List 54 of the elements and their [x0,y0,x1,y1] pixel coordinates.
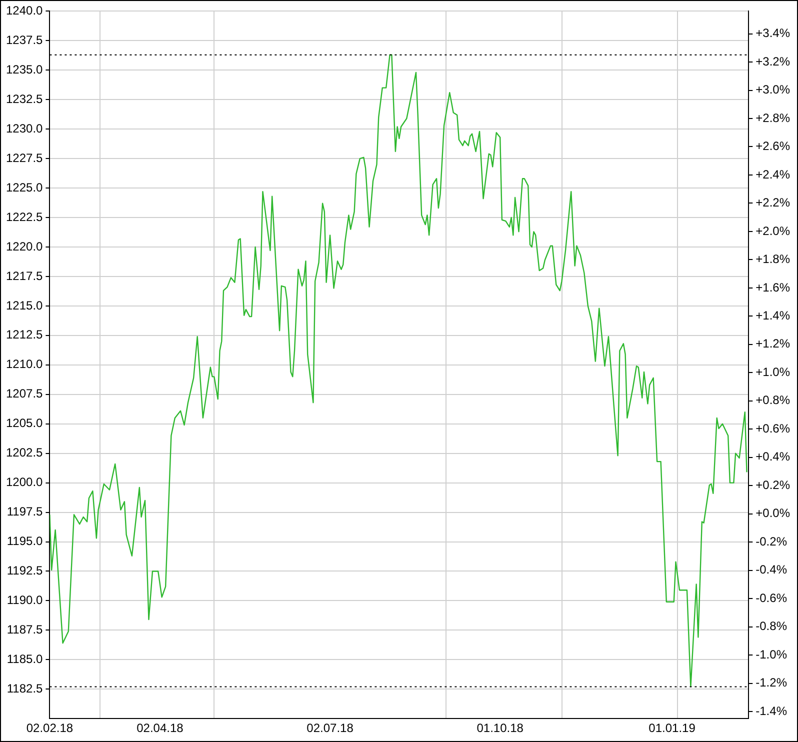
y-tick-label: 1200.0 [6,475,44,490]
y2-tick-label: +1.6% [756,280,790,294]
y-tick-label: 1182.5 [6,681,44,696]
x-tick-label: 02.04.18 [136,721,184,736]
y2-tick-label: +2.8% [756,110,790,125]
y-tick-label: 1220.0 [6,239,44,254]
y2-tick-label: +2.4% [756,167,790,182]
y2-tick-label: +3.2% [756,54,790,68]
y2-tick-label: -0.2% [756,534,788,548]
y2-tick-label: +2.0% [756,224,790,238]
y-tick-label: 1192.5 [6,564,44,578]
y-tick-label: 1212.5 [6,328,44,342]
y2-tick-label: -1.4% [756,704,788,718]
y-tick-label: 1217.5 [6,268,44,283]
y-tick-label: 1232.5 [6,92,44,106]
y2-tick-label: +2.6% [756,139,790,154]
y2-tick-label: +1.4% [756,308,790,322]
y2-tick-label: +1.0% [756,364,790,379]
y-tick-label: 1230.0 [6,121,44,136]
y-tick-label: 1235.0 [6,62,44,76]
y2-tick-label: +0.8% [756,393,790,408]
y2-tick-label: +0.6% [756,421,790,436]
x-tick-label: 01.01.19 [648,721,696,736]
y2-tick-label: +3.4% [756,26,790,40]
x-tick-label: 02.02.18 [26,721,74,736]
y-tick-label: 1205.0 [6,416,44,430]
y2-tick-label: +0.0% [756,506,790,520]
y2-tick-label: +1.2% [756,336,790,351]
y-tick-label: 1222.5 [6,210,44,224]
y2-tick-label: -0.8% [756,619,788,634]
y2-tick-label: +3.0% [756,82,790,97]
y2-tick-label: -1.0% [756,647,788,662]
y-tick-label: 1195.0 [6,534,44,548]
y-tick-label: 1187.5 [6,622,44,636]
y-tick-label: 1197.5 [6,504,44,519]
y-tick-label: 1237.5 [6,32,44,47]
x-tick-label: 01.10.18 [476,721,524,736]
y2-tick-label: +0.2% [756,478,790,492]
y2-tick-label: -1.2% [756,676,788,690]
y-tick-label: 1202.5 [6,446,44,460]
y-tick-label: 1240.0 [6,4,44,18]
y2-tick-label: +0.4% [756,450,790,464]
y-tick-label: 1190.0 [6,593,44,608]
y-tick-label: 1185.0 [6,652,44,666]
y-tick-label: 1225.0 [6,180,44,194]
y-tick-label: 1210.0 [6,357,44,372]
y2-tick-label: +1.8% [756,252,790,266]
x-tick-label: 02.07.18 [306,721,354,736]
y-tick-label: 1227.5 [6,150,44,165]
y2-tick-label: -0.6% [756,590,788,605]
y-tick-label: 1215.0 [6,298,44,312]
y2-tick-label: -0.4% [756,562,788,577]
y-tick-label: 1207.5 [6,386,44,401]
y2-tick-label: +2.2% [756,196,790,210]
